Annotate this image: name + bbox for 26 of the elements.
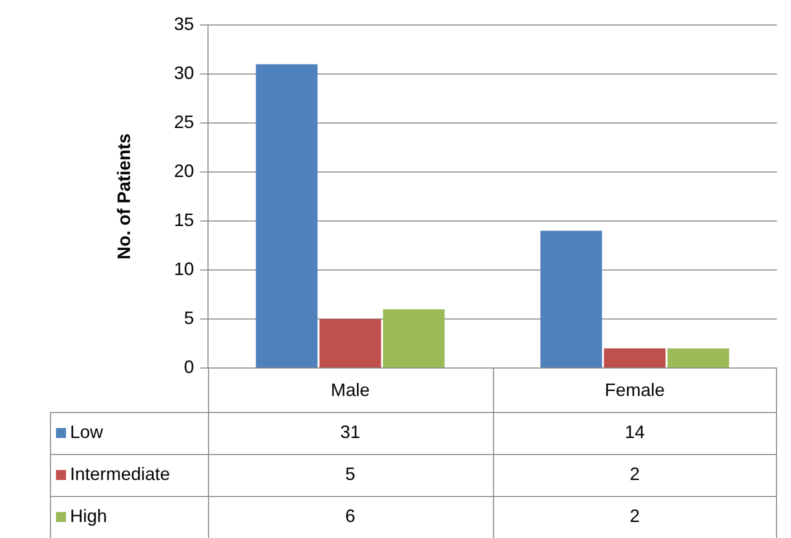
data-label: 2 xyxy=(630,506,640,526)
bar xyxy=(256,64,318,368)
data-label: 14 xyxy=(624,422,645,442)
bar xyxy=(667,348,730,368)
y-tick-label: 5 xyxy=(184,308,194,328)
y-tick-label: 30 xyxy=(174,62,194,83)
bar xyxy=(540,230,602,368)
data-label: 31 xyxy=(340,422,360,442)
y-tick-label: 20 xyxy=(174,160,194,181)
y-tick-label: 15 xyxy=(174,210,194,230)
y-tick-label: 0 xyxy=(184,356,194,377)
x-tick-label: Female xyxy=(604,380,665,400)
bar xyxy=(319,319,382,368)
data-label: 6 xyxy=(345,506,356,526)
bar xyxy=(604,348,666,368)
y-axis-title: No. of Patients xyxy=(114,133,134,260)
data-label: 2 xyxy=(630,464,640,484)
y-tick-label: 35 xyxy=(174,14,194,34)
y-tick-label: 25 xyxy=(174,112,194,132)
legend-label: High xyxy=(70,506,108,526)
legend-label: Low xyxy=(70,422,104,442)
data-label: 5 xyxy=(345,464,356,484)
y-tick-label: 10 xyxy=(174,258,194,279)
x-tick-label: Male xyxy=(330,380,370,400)
bar xyxy=(382,309,445,368)
legend-label: Intermediate xyxy=(70,464,170,484)
